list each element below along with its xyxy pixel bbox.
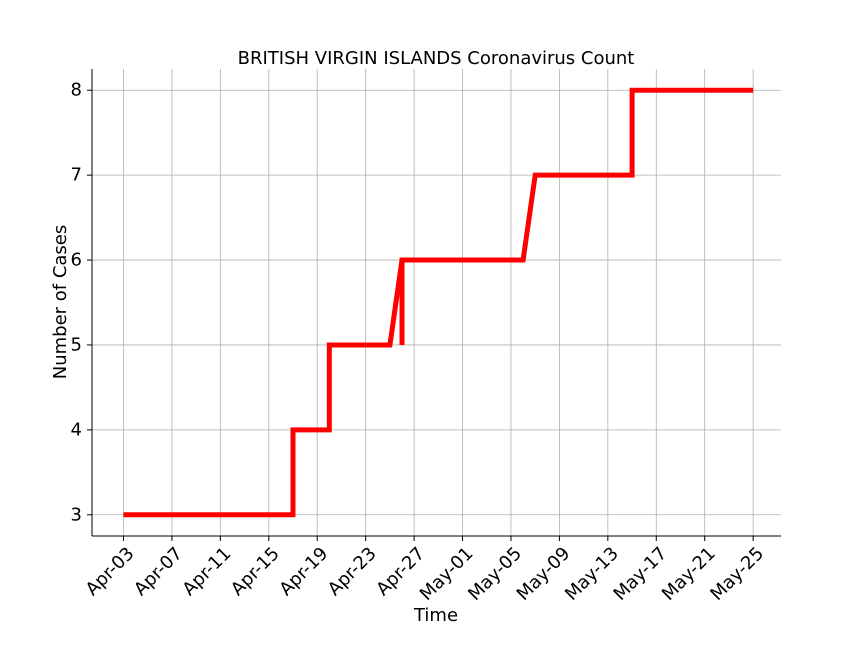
tick-layer: Apr-03Apr-07Apr-11Apr-15Apr-19Apr-23Apr-… [71, 80, 769, 605]
x-tick-label: Apr-15 [227, 543, 284, 600]
y-tick-label: 5 [71, 334, 82, 355]
x-tick-label: Apr-19 [275, 543, 332, 600]
y-tick-label: 3 [71, 504, 82, 525]
x-axis-label: Time [413, 605, 458, 626]
chart-title: BRITISH VIRGIN ISLANDS Coronavirus Count [238, 48, 635, 69]
x-tick-label: May-09 [513, 543, 575, 605]
y-tick-label: 4 [71, 419, 82, 440]
x-tick-label: May-17 [610, 543, 672, 605]
y-tick-label: 7 [71, 165, 82, 186]
x-tick-label: Apr-03 [82, 543, 139, 600]
y-axis-label: Number of Cases [50, 225, 71, 380]
y-tick-label: 8 [71, 80, 82, 101]
x-tick-label: May-01 [416, 543, 478, 605]
axes [91, 69, 781, 537]
x-tick-label: Apr-11 [179, 543, 236, 600]
x-tick-label: May-05 [464, 543, 526, 605]
x-tick-label: Apr-23 [324, 543, 381, 600]
x-tick-label: May-13 [561, 543, 623, 605]
x-tick-label: May-21 [658, 543, 720, 605]
series-line [123, 87, 754, 518]
grid-layer [92, 69, 781, 536]
x-tick-label: May-25 [706, 543, 768, 605]
series-layer [123, 87, 754, 518]
x-tick-label: Apr-07 [130, 543, 187, 600]
y-tick-label: 6 [71, 250, 82, 271]
